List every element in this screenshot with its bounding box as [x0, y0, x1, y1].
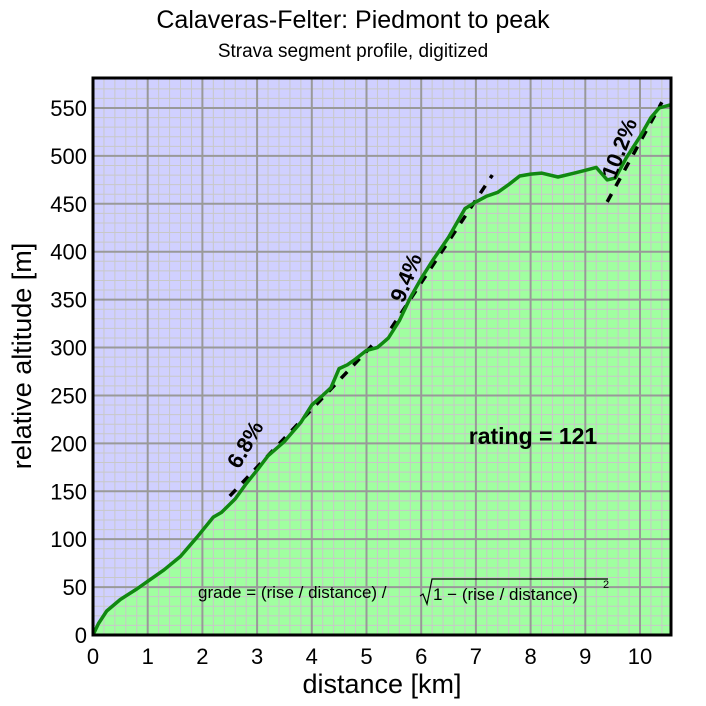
grade-fit-lines [228, 101, 664, 498]
sqrt-sign [419, 578, 608, 607]
major-grid [93, 78, 671, 635]
x-tick-label: 0 [87, 644, 99, 669]
y-tick-label: 250 [50, 383, 87, 408]
x-axis-label: distance [km] [302, 669, 461, 699]
y-tick-label: 150 [50, 479, 87, 504]
y-tick-label: 300 [50, 336, 87, 361]
grade-formula: grade = (rise / distance) / 1 − (rise / … [198, 578, 609, 607]
y-axis-label: relative altitude [m] [7, 243, 37, 470]
y-axis-ticks: 0 50 100 150 200 250 300 350 400 450 500 550 [50, 96, 87, 648]
formula-left: grade = (rise / distance) / [198, 583, 387, 602]
formula-exponent: 2 [603, 579, 609, 591]
y-tick-label: 200 [50, 431, 87, 456]
terrain-area [93, 104, 671, 635]
svg-text:2: 2 [603, 579, 609, 591]
x-tick-label: 7 [470, 644, 482, 669]
chart-title: Calaveras-Felter: Piedmont to peak [156, 6, 550, 34]
svg-text:1 − (rise / distance): 1 − (rise / distance) [433, 585, 578, 604]
elevation-profile-line [93, 102, 671, 635]
svg-text:grade = (rise / distance) /: grade = (rise / distance) / [198, 583, 387, 602]
x-axis-ticks: 0 1 2 3 4 5 6 7 8 9 10 [87, 644, 652, 669]
x-tick-label: 3 [251, 644, 263, 669]
chart-subtitle: Strava segment profile, digitized [217, 41, 489, 62]
x-tick-label: 2 [196, 644, 208, 669]
x-tick-label: 1 [142, 644, 154, 669]
y-tick-label: 100 [50, 527, 87, 552]
plot-frame [91, 76, 673, 637]
y-tick-label: 50 [63, 575, 87, 600]
x-tick-label: 9 [579, 644, 591, 669]
y-tick-label: 0 [75, 623, 87, 648]
grade-fit-line [605, 101, 664, 203]
x-tick-label: 4 [306, 644, 318, 669]
y-tick-label: 450 [50, 192, 87, 217]
y-tick-label: 350 [50, 288, 87, 313]
y-tick-label: 500 [50, 144, 87, 169]
y-tick-label: 550 [50, 96, 87, 121]
x-tick-label: 6 [415, 644, 427, 669]
formula-sqrt: 1 − (rise / distance) [433, 585, 578, 604]
x-tick-label: 8 [524, 644, 536, 669]
x-tick-label: 10 [628, 644, 652, 669]
x-tick-label: 5 [360, 644, 372, 669]
plot-area [91, 76, 673, 637]
y-tick-label: 400 [50, 240, 87, 265]
grade-fit-line [389, 174, 494, 330]
rating-label: rating = 121 [469, 423, 598, 449]
